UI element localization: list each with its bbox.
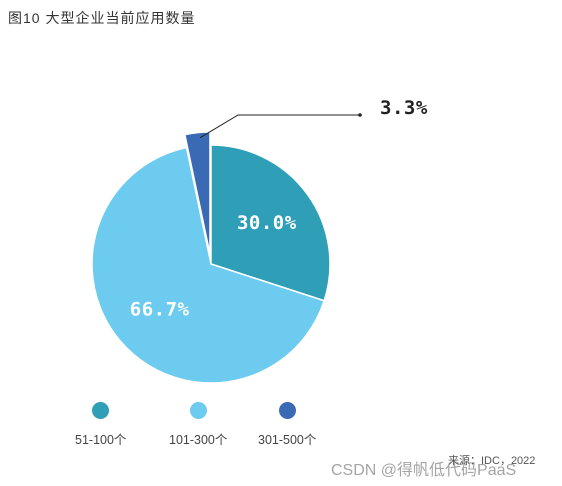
leader-line	[199, 114, 360, 139]
chart-title: 图10 大型企业当前应用数量	[8, 10, 196, 26]
legend-label-101-300: 101-300个	[169, 433, 228, 447]
leader-dot	[358, 113, 362, 117]
data-label-101-300: 66.7%	[130, 299, 190, 321]
legend-label-301-500: 301-500个	[258, 433, 317, 447]
legend-item-51-100: 51-100个	[75, 402, 126, 448]
data-label-301-500: 3.3%	[380, 97, 428, 119]
legend-swatch-101-300	[189, 402, 207, 419]
legend-item-101-300: 101-300个	[169, 402, 227, 448]
legend-item-301-500: 301-500个	[258, 402, 316, 448]
data-label-51-100: 30.0%	[237, 212, 297, 234]
source-note: 来源：IDC，2022	[448, 455, 536, 467]
legend-swatch-301-500	[278, 402, 296, 419]
pie-slice-51-100	[210, 144, 331, 302]
legend-label-51-100: 51-100个	[75, 433, 127, 447]
watermark: CSDN @得帆低代码PaaS	[331, 462, 517, 479]
legend-swatch-51-100	[92, 402, 110, 419]
pie-slice-101-300	[91, 146, 326, 384]
